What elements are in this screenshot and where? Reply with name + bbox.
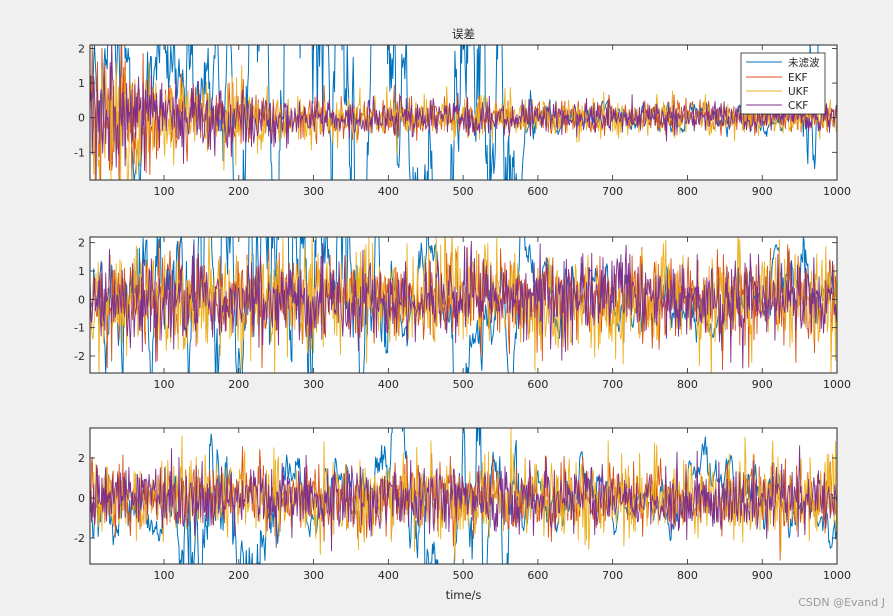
subplot-2-x-tick-label: 500 xyxy=(453,378,474,391)
subplot-2-x-tick-label: 400 xyxy=(378,378,399,391)
subplot-2: 100 200 300 400 500 600 700 800 900 1000 -2 -1 0 1 2 xyxy=(74,236,851,391)
subplot-1: 误差 100 200 300 400 500 600 700 800 900 1000 -1 0 1 2… xyxy=(74,27,851,198)
subplot-3-y-tick-label: -2 xyxy=(74,532,85,545)
subplot-1-x-tick-label: 300 xyxy=(303,185,324,198)
legend-label-ukf: UKF xyxy=(788,86,809,98)
subplot-1-title: 误差 xyxy=(452,27,475,41)
subplot-2-line-unfiltered xyxy=(90,237,837,373)
subplot-2-y-tick-group: -2 -1 0 1 2 xyxy=(74,237,837,363)
subplot-1-x-tick-label: 700 xyxy=(602,185,623,198)
subplot-1-y-tick-group: -1 0 1 2 xyxy=(74,42,837,159)
subplot-1-x-tick-label: 500 xyxy=(453,185,474,198)
subplot-3-axes-frame xyxy=(89,427,838,565)
legend-label-unfiltered: 未滤波 xyxy=(788,56,820,69)
subplot-1-line-ckf xyxy=(90,45,837,180)
subplot-3-line-ckf xyxy=(90,445,837,552)
subplot-3-x-tick-label: 300 xyxy=(303,569,324,582)
subplot-3-x-tick-label: 600 xyxy=(527,569,548,582)
subplot-2-x-tick-label: 300 xyxy=(303,378,324,391)
subplot-3-x-tick-label: 800 xyxy=(677,569,698,582)
subplot-1-y-tick-label: 2 xyxy=(78,42,85,55)
subplot-3-series-group xyxy=(90,428,837,564)
subplot-3-xlabel: time/s xyxy=(446,588,482,602)
subplot-1-axes-frame xyxy=(89,44,838,181)
legend-box xyxy=(740,52,826,115)
subplot-1-x-tick-label: 600 xyxy=(527,185,548,198)
subplot-2-y-tick-label: 2 xyxy=(78,237,85,250)
legend: 未滤波 EKF UKF CKF xyxy=(740,52,826,115)
subplot-3-y-tick-label: 0 xyxy=(78,492,85,505)
subplot-2-x-tick-label: 800 xyxy=(677,378,698,391)
subplot-3-x-tick-label: 1000 xyxy=(823,569,851,582)
subplot-3-x-tick-group: 100 200 300 400 500 600 700 800 900 1000 xyxy=(154,428,851,582)
subplot-3-x-tick-label: 700 xyxy=(602,569,623,582)
subplot-1-x-tick-label: 1000 xyxy=(823,185,851,198)
subplot-1-x-tick-label: 400 xyxy=(378,185,399,198)
subplot-1-y-tick-label: -1 xyxy=(74,146,85,159)
subplot-2-y-tick-label: -2 xyxy=(74,350,85,363)
subplot-2-x-tick-label: 1000 xyxy=(823,378,851,391)
subplot-3: 100 200 300 400 500 600 700 800 900 1000 -2 0 2 tim… xyxy=(74,427,851,602)
subplot-1-x-tick-group: 100 200 300 400 500 600 700 800 900 1000 xyxy=(154,45,851,198)
subplot-1-x-tick-label: 200 xyxy=(228,185,249,198)
subplot-3-x-tick-label: 100 xyxy=(154,569,175,582)
subplot-2-x-tick-label: 100 xyxy=(154,378,175,391)
subplot-2-series-group xyxy=(90,237,837,373)
legend-label-ekf: EKF xyxy=(788,72,808,84)
subplot-2-x-tick-label: 600 xyxy=(527,378,548,391)
subplot-2-y-tick-label: -1 xyxy=(74,322,85,335)
subplot-3-x-tick-label: 900 xyxy=(752,569,773,582)
subplot-1-line-ukf xyxy=(90,45,837,180)
subplot-1-x-tick-label: 800 xyxy=(677,185,698,198)
subplot-1-y-tick-label: 1 xyxy=(78,77,85,90)
subplot-3-y-tick-group: -2 0 2 xyxy=(74,452,837,545)
subplot-1-x-tick-label: 900 xyxy=(752,185,773,198)
watermark: CSDN @Evand J xyxy=(798,596,885,609)
subplot-3-x-tick-label: 200 xyxy=(228,569,249,582)
subplot-1-x-tick-label: 100 xyxy=(154,185,175,198)
subplot-1-y-tick-label: 0 xyxy=(78,112,85,125)
subplot-2-line-ckf xyxy=(90,240,837,369)
subplot-3-x-tick-label: 400 xyxy=(378,569,399,582)
subplot-2-x-tick-label: 200 xyxy=(228,378,249,391)
subplot-2-axes-frame xyxy=(89,236,838,374)
subplot-2-x-tick-label: 900 xyxy=(752,378,773,391)
subplot-2-x-tick-label: 700 xyxy=(602,378,623,391)
subplot-2-y-tick-label: 0 xyxy=(78,293,85,306)
subplot-3-x-tick-label: 500 xyxy=(453,569,474,582)
subplot-1-series-group xyxy=(90,45,837,180)
subplot-2-x-tick-group: 100 200 300 400 500 600 700 800 900 1000 xyxy=(154,237,851,391)
subplot-3-y-tick-label: 2 xyxy=(78,452,85,465)
subplot-2-y-tick-label: 1 xyxy=(78,265,85,278)
legend-label-ckf: CKF xyxy=(788,100,808,112)
